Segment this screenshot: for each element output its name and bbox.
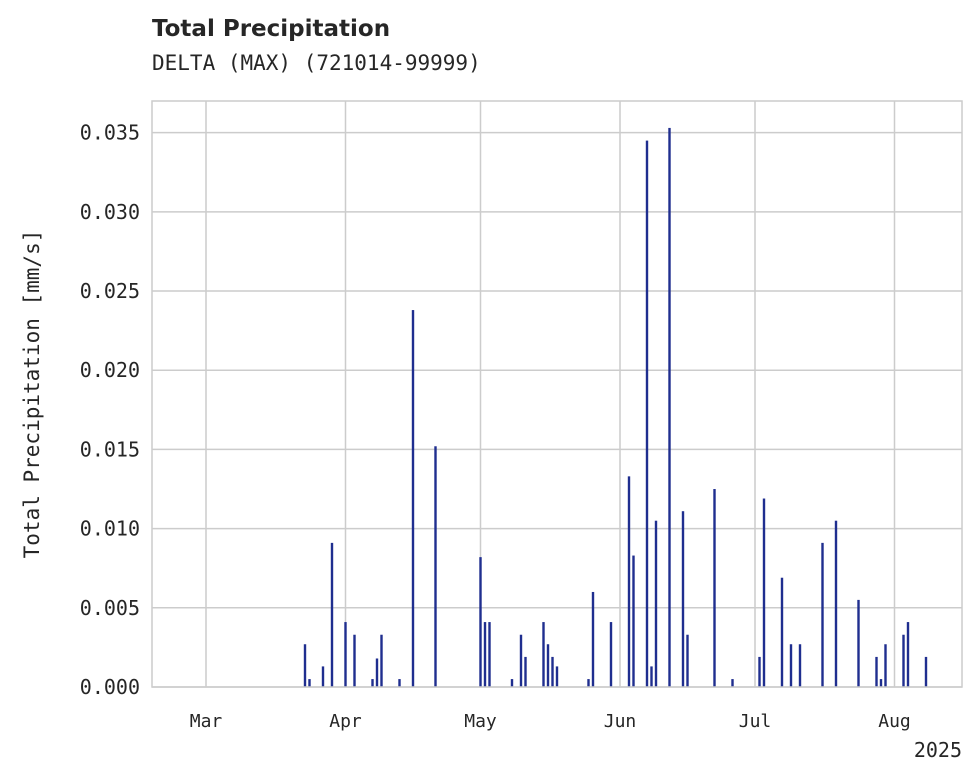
precipitation-bar <box>330 542 334 687</box>
y-tick-label: 0.030 <box>80 200 140 224</box>
y-tick-label: 0.035 <box>80 121 140 145</box>
precipitation-bar <box>798 644 802 687</box>
precipitation-bar <box>519 634 523 687</box>
precipitation-bar <box>551 656 554 687</box>
precipitation-bar <box>821 542 824 687</box>
y-tick-label: 0.010 <box>80 517 140 541</box>
x-axis-year-label: 2025 <box>914 738 962 762</box>
precipitation-bar <box>546 644 550 687</box>
precipitation-bar <box>488 622 491 687</box>
precipitation-bar <box>762 498 766 687</box>
precipitation-bar <box>654 520 658 687</box>
precipitation-bar <box>686 634 689 687</box>
precipitation-bar <box>344 622 347 687</box>
precipitation-bar <box>510 679 514 687</box>
plot-frame <box>151 100 963 688</box>
precipitation-bar <box>780 577 784 687</box>
y-tick-label: 0.020 <box>80 358 140 382</box>
precipitation-bar <box>857 599 860 687</box>
x-tick-label: Jul <box>739 711 772 732</box>
precipitation-bar <box>380 634 383 687</box>
precipitation-bar <box>398 679 401 687</box>
y-axis-label: Total Precipitation [mm/s] <box>20 230 44 559</box>
grid-lines <box>152 101 962 688</box>
precipitation-bar <box>627 476 631 687</box>
x-axis-ticks: Mar Apr May Jun Jul Aug <box>190 711 911 732</box>
precipitation-bar <box>524 656 527 687</box>
y-tick-label: 0.015 <box>80 437 140 461</box>
precipitation-bar <box>879 679 883 687</box>
x-tick-label: May <box>464 711 497 732</box>
precipitation-bar <box>308 679 311 687</box>
precipitation-bar <box>681 511 685 687</box>
precipitation-bar <box>591 591 595 687</box>
precipitation-bar <box>479 557 482 687</box>
precipitation-bar <box>906 622 910 687</box>
precipitation-bar <box>902 634 905 687</box>
chart-subtitle: DELTA (MAX) (721014-99999) <box>152 51 481 75</box>
precipitation-bar <box>303 644 307 687</box>
precipitation-bar <box>924 656 928 687</box>
precipitation-bar <box>555 666 559 687</box>
precipitation-bar <box>587 679 590 687</box>
x-tick-label: Aug <box>878 711 911 732</box>
precipitation-bar <box>834 520 838 687</box>
precipitation-bar <box>645 140 649 687</box>
precipitation-bar <box>371 679 374 687</box>
precipitation-bar <box>713 489 716 687</box>
precipitation-bar <box>542 622 545 687</box>
precipitation-bar <box>731 679 734 687</box>
precipitation-bar <box>668 127 671 688</box>
precipitation-bar <box>632 555 635 687</box>
precipitation-bar <box>650 666 653 687</box>
precipitation-bar <box>411 310 415 687</box>
y-axis-ticks: 0.000 0.005 0.010 0.015 0.020 0.025 0.030 0.035 <box>80 121 140 699</box>
x-tick-label: Mar <box>190 711 223 732</box>
precipitation-bar <box>483 622 487 687</box>
y-tick-label: 0.025 <box>80 279 140 303</box>
precipitation-bar <box>321 666 325 687</box>
precipitation-bar <box>434 446 437 687</box>
y-tick-label: 0.005 <box>80 596 140 620</box>
precipitation-bar <box>353 634 356 687</box>
precipitation-bar <box>875 656 878 687</box>
precipitation-bar <box>758 656 761 687</box>
bar-series <box>303 127 928 688</box>
x-tick-label: Apr <box>329 711 362 732</box>
precipitation-bar <box>884 644 887 687</box>
precipitation-bar <box>789 644 793 687</box>
precipitation-bar <box>375 658 379 687</box>
precipitation-bar <box>609 622 613 687</box>
chart-title: Total Precipitation <box>152 16 391 42</box>
y-tick-label: 0.000 <box>80 675 140 699</box>
x-tick-label: Jun <box>604 711 637 732</box>
